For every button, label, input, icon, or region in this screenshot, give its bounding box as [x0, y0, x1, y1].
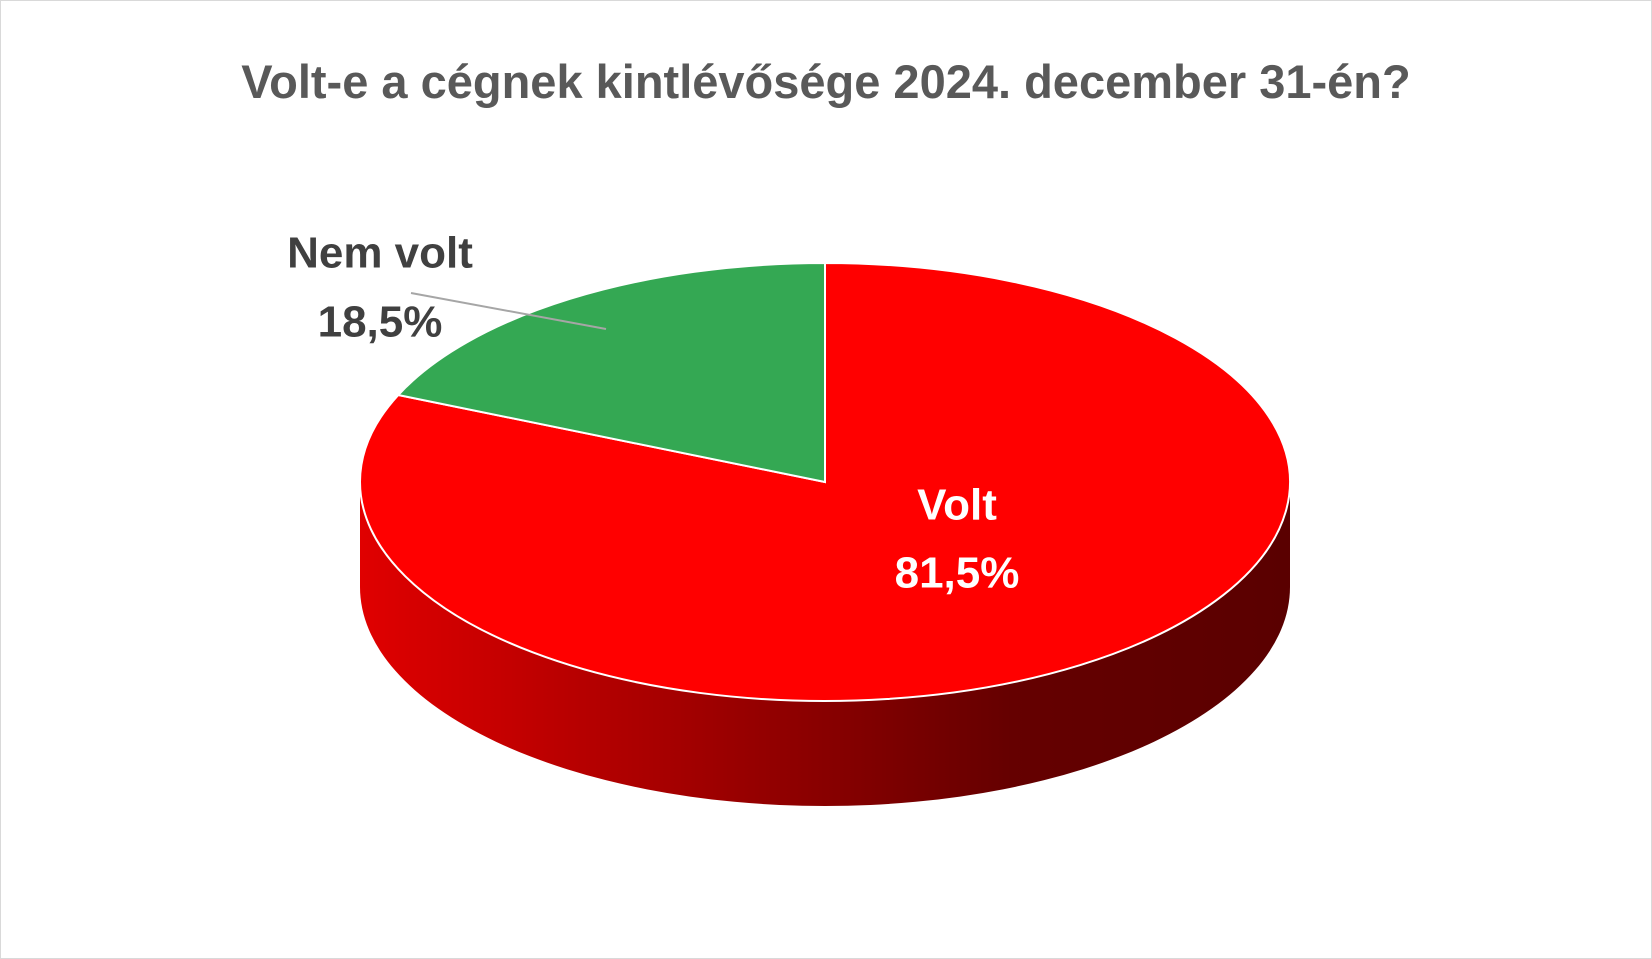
pie-side: [360, 482, 1290, 806]
category-label: Nem volt: [287, 229, 473, 278]
value-label: 18,5%: [318, 298, 443, 347]
leader-line: [410, 292, 607, 330]
category-label: Volt: [917, 481, 997, 530]
value-label: 81,5%: [895, 549, 1020, 598]
pie-slice: [396, 261, 826, 484]
chart-title: Volt-e a cégnek kintlévősége 2024. decem…: [241, 55, 1411, 108]
